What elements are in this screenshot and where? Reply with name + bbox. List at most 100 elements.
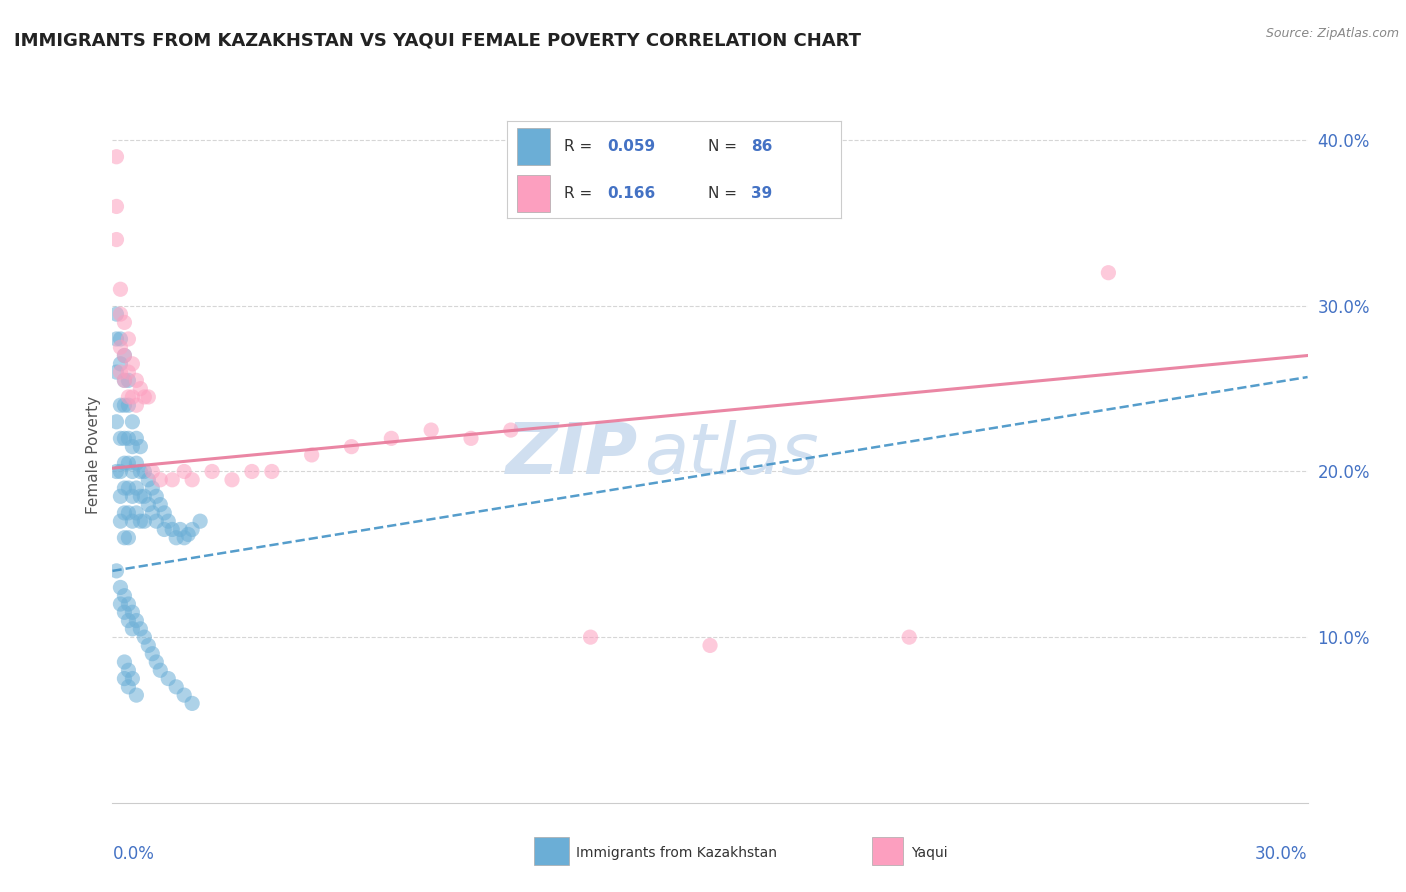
Point: [117, 456, 139, 470]
Point: [114, 531, 135, 545]
Point: [105, 150, 128, 164]
Y-axis label: Female Poverty: Female Poverty: [86, 396, 101, 514]
Point: [134, 630, 156, 644]
Point: [121, 357, 143, 371]
Point: [117, 506, 139, 520]
Point: [173, 688, 195, 702]
Point: [117, 332, 139, 346]
Point: [117, 531, 139, 545]
Point: [138, 639, 160, 653]
Point: [129, 440, 152, 454]
Point: [420, 423, 443, 437]
Point: [173, 465, 195, 479]
Point: [105, 199, 128, 213]
Point: [162, 473, 183, 487]
Point: [117, 614, 139, 628]
Point: [125, 506, 148, 520]
Point: [114, 349, 135, 363]
Point: [114, 373, 135, 387]
Point: [114, 373, 135, 387]
Point: [499, 423, 522, 437]
Point: [117, 373, 139, 387]
Point: [105, 233, 128, 247]
Point: [105, 307, 128, 321]
Point: [149, 663, 172, 677]
Point: [125, 614, 148, 628]
Text: Immigrants from Kazakhstan: Immigrants from Kazakhstan: [576, 846, 778, 860]
Point: [181, 523, 204, 537]
Text: 30.0%: 30.0%: [1256, 845, 1308, 863]
Point: [117, 597, 139, 611]
Point: [110, 357, 132, 371]
Point: [125, 398, 148, 412]
Point: [188, 514, 211, 528]
Point: [221, 473, 243, 487]
Text: atlas: atlas: [644, 420, 818, 490]
Point: [153, 506, 176, 520]
Point: [129, 514, 152, 528]
Point: [110, 465, 132, 479]
Point: [117, 365, 139, 379]
Point: [460, 431, 482, 445]
Point: [117, 431, 139, 445]
Point: [173, 531, 195, 545]
Point: [114, 589, 135, 603]
Point: [169, 523, 191, 537]
Point: [114, 506, 135, 520]
Point: [145, 489, 167, 503]
Point: [114, 655, 135, 669]
Point: [181, 473, 204, 487]
Point: [340, 440, 363, 454]
Point: [114, 431, 135, 445]
Point: [129, 489, 152, 503]
Point: [121, 465, 143, 479]
Point: [114, 398, 135, 412]
Point: [121, 390, 143, 404]
Point: [121, 489, 143, 503]
Point: [110, 282, 132, 296]
Point: [110, 489, 132, 503]
Point: [134, 489, 156, 503]
Point: [141, 506, 163, 520]
Point: [149, 473, 172, 487]
Point: [1097, 266, 1119, 280]
Point: [110, 431, 132, 445]
Point: [110, 340, 132, 354]
Point: [380, 431, 402, 445]
Point: [138, 498, 160, 512]
Text: Source: ZipAtlas.com: Source: ZipAtlas.com: [1265, 27, 1399, 40]
Point: [145, 655, 167, 669]
Point: [141, 481, 163, 495]
Point: [129, 382, 152, 396]
Point: [201, 465, 224, 479]
Point: [105, 415, 128, 429]
Point: [114, 605, 135, 619]
Point: [105, 465, 128, 479]
Point: [117, 663, 139, 677]
Point: [121, 514, 143, 528]
Point: [165, 531, 187, 545]
Point: [134, 390, 156, 404]
Point: [134, 514, 156, 528]
Point: [110, 581, 132, 595]
Point: [121, 440, 143, 454]
Point: [138, 390, 160, 404]
Point: [110, 307, 132, 321]
Point: [145, 514, 167, 528]
Point: [898, 630, 921, 644]
Point: [114, 481, 135, 495]
Point: [125, 431, 148, 445]
Point: [129, 465, 152, 479]
Point: [110, 514, 132, 528]
Point: [125, 373, 148, 387]
Point: [141, 647, 163, 661]
Point: [117, 481, 139, 495]
Point: [125, 481, 148, 495]
Point: [121, 415, 143, 429]
Point: [125, 456, 148, 470]
Point: [181, 697, 204, 711]
Point: [149, 498, 172, 512]
Point: [134, 465, 156, 479]
Point: [114, 456, 135, 470]
Point: [177, 527, 200, 541]
